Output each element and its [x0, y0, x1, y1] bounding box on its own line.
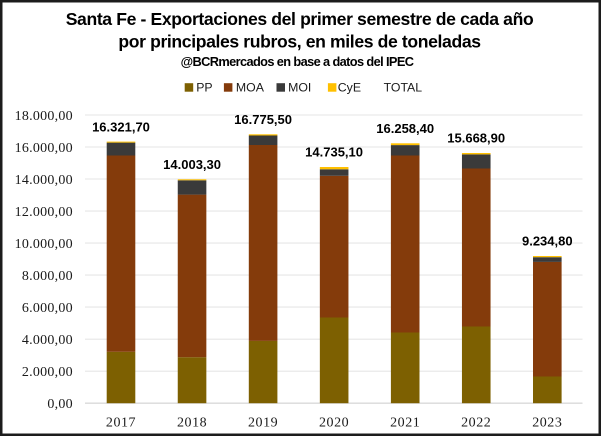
svg-text:16.258,40: 16.258,40: [376, 121, 434, 136]
svg-text:2017: 2017: [106, 416, 136, 431]
svg-text:9.234,80: 9.234,80: [522, 234, 573, 249]
svg-text:MOI: MOI: [288, 81, 311, 95]
svg-text:14.735,10: 14.735,10: [305, 145, 363, 160]
svg-text:2021: 2021: [390, 416, 420, 431]
svg-text:2023: 2023: [532, 416, 562, 431]
svg-text:2022: 2022: [461, 416, 491, 431]
svg-text:18.000,00: 18.000,00: [15, 109, 73, 124]
svg-text:16.321,70: 16.321,70: [92, 119, 150, 134]
svg-text:16.000,00: 16.000,00: [15, 141, 73, 156]
svg-text:Santa Fe - Exportaciones del p: Santa Fe - Exportaciones del primer seme…: [66, 9, 534, 29]
svg-text:PP: PP: [196, 81, 212, 95]
svg-text:10.000,00: 10.000,00: [15, 237, 73, 252]
svg-text:14.000,00: 14.000,00: [15, 173, 73, 188]
svg-text:2018: 2018: [177, 416, 207, 431]
svg-text:2.000,00: 2.000,00: [22, 365, 73, 380]
svg-text:2020: 2020: [319, 416, 349, 431]
svg-text:4.000,00: 4.000,00: [22, 333, 73, 348]
svg-text:16.775,50: 16.775,50: [234, 112, 292, 127]
svg-text:15.668,90: 15.668,90: [447, 131, 505, 146]
svg-text:2019: 2019: [248, 416, 278, 431]
svg-text:MOA: MOA: [236, 81, 265, 95]
svg-text:8.000,00: 8.000,00: [22, 269, 73, 284]
svg-text:CyE: CyE: [338, 81, 361, 95]
svg-text:14.003,30: 14.003,30: [163, 157, 221, 172]
svg-text:TOTAL: TOTAL: [384, 81, 423, 95]
svg-text:12.000,00: 12.000,00: [15, 205, 73, 220]
svg-text:6.000,00: 6.000,00: [22, 301, 73, 316]
svg-text:0,00: 0,00: [47, 397, 73, 412]
svg-text:por principales rubros, en mil: por principales rubros, en miles de tone…: [118, 32, 481, 52]
svg-text:@BCRmercados en base a datos d: @BCRmercados en base a datos del IPEC: [181, 54, 414, 69]
